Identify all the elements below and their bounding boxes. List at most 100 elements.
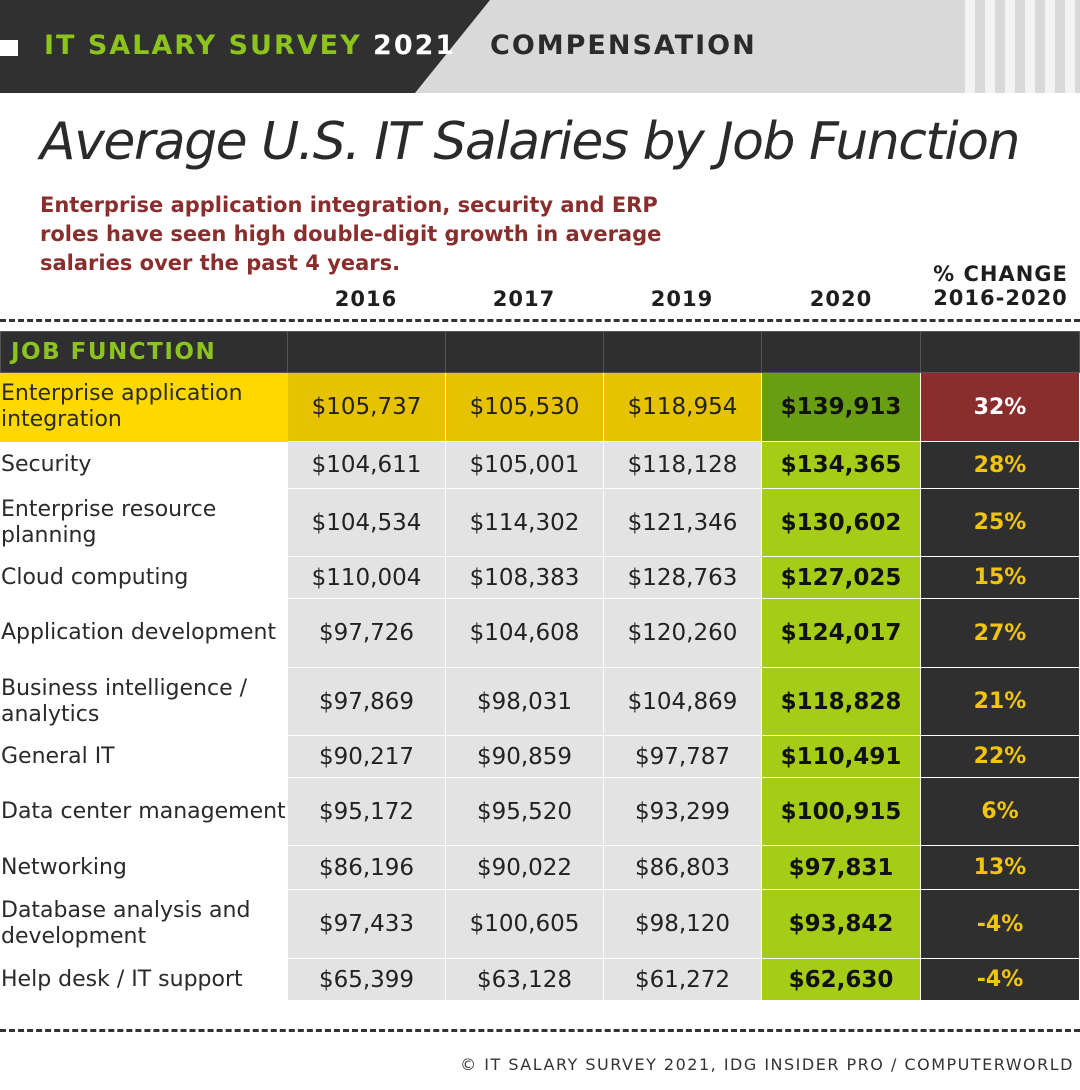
banner-stripe <box>1045 0 1055 93</box>
pct-change-cell: 22% <box>920 735 1080 778</box>
banner-stripe <box>1025 0 1035 93</box>
job-function-label: Application development <box>0 598 288 668</box>
job-function-header: JOB FUNCTION <box>0 331 288 373</box>
salary-2019-cell: $120,260 <box>603 598 762 668</box>
salary-2017-cell: $105,530 <box>445 372 604 442</box>
salary-2019-cell: $104,869 <box>603 667 762 736</box>
pct-change-cell: 13% <box>920 845 1080 890</box>
salary-2016-cell: $65,399 <box>287 958 446 1001</box>
survey-label: IT SALARY SURVEY 2021 <box>44 30 456 61</box>
job-function-label: General IT <box>0 735 288 778</box>
job-function-label: Database analysis and development <box>0 889 288 959</box>
salary-2017-cell: $63,128 <box>445 958 604 1001</box>
header-cell <box>603 331 762 373</box>
pct-change-cell: 27% <box>920 598 1080 668</box>
salary-2017-cell: $108,383 <box>445 556 604 599</box>
column-header-2019: 2019 <box>650 287 714 311</box>
column-header-2020: 2020 <box>809 287 873 311</box>
job-function-label: Help desk / IT support <box>0 958 288 1001</box>
salary-2019-cell: $121,346 <box>603 488 762 557</box>
salary-2017-cell: $90,022 <box>445 845 604 890</box>
header-cell <box>761 331 921 373</box>
job-function-label: Data center management <box>0 777 288 846</box>
table-row: Enterprise resource planning $104,534 $114… <box>0 488 1080 557</box>
banner-stripe <box>1065 0 1075 93</box>
table-row: Application development $97,726 $104,608 $1… <box>0 598 1080 668</box>
section-label: COMPENSATION <box>490 30 757 61</box>
credit-footer: © IT SALARY SURVEY 2021, IDG INSIDER PRO… <box>460 1055 1074 1074</box>
salary-2020-cell: $110,491 <box>761 735 921 778</box>
table-row: Help desk / IT support $65,399 $63,128 $61,… <box>0 958 1080 1001</box>
salary-2020-cell: $97,831 <box>761 845 921 890</box>
job-function-label: Business intelligence / analytics <box>0 667 288 736</box>
table-row: Enterprise application integration $105,7… <box>0 372 1080 442</box>
salary-table: JOB FUNCTION Enterprise application inte… <box>0 331 1080 1001</box>
salary-2016-cell: $110,004 <box>287 556 446 599</box>
salary-2020-cell: $62,630 <box>761 958 921 1001</box>
salary-2020-cell: $118,828 <box>761 667 921 736</box>
header-cell <box>445 331 604 373</box>
banner-stripe <box>965 0 975 93</box>
column-header-2017: 2017 <box>492 287 556 311</box>
top-divider <box>0 319 1080 322</box>
job-function-label: Security <box>0 441 288 489</box>
salary-2017-cell: $98,031 <box>445 667 604 736</box>
salary-2020-cell: $130,602 <box>761 488 921 557</box>
header-banner: IT SALARY SURVEY 2021 COMPENSATION <box>0 0 1080 93</box>
chart-subtitle: Enterprise application integration, secu… <box>40 193 662 275</box>
salary-2016-cell: $97,726 <box>287 598 446 668</box>
salary-2016-cell: $90,217 <box>287 735 446 778</box>
salary-2019-cell: $93,299 <box>603 777 762 846</box>
pct-change-cell: 32% <box>920 372 1080 442</box>
banner-dark-panel <box>0 0 490 93</box>
pct-change-cell: -4% <box>920 889 1080 959</box>
salary-2016-cell: $86,196 <box>287 845 446 890</box>
bottom-divider <box>0 1029 1080 1032</box>
salary-2016-cell: $104,611 <box>287 441 446 489</box>
pct-change-cell: -4% <box>920 958 1080 1001</box>
job-function-label: Enterprise application integration <box>0 372 288 442</box>
salary-2017-cell: $105,001 <box>445 441 604 489</box>
survey-year: 2021 <box>373 30 457 61</box>
salary-2019-cell: $128,763 <box>603 556 762 599</box>
salary-2019-cell: $118,954 <box>603 372 762 442</box>
salary-2020-cell: $100,915 <box>761 777 921 846</box>
salary-2020-cell: $124,017 <box>761 598 921 668</box>
salary-2020-cell: $139,913 <box>761 372 921 442</box>
column-header-pct-change: % CHANGE 2016-2020 <box>933 262 1068 310</box>
header-cell <box>920 331 1080 373</box>
salary-2017-cell: $104,608 <box>445 598 604 668</box>
table-header-row: JOB FUNCTION <box>0 331 1080 373</box>
pct-change-cell: 15% <box>920 556 1080 599</box>
salary-2020-cell: $127,025 <box>761 556 921 599</box>
table-row: Business intelligence / analytics $97,869… <box>0 667 1080 736</box>
salary-2016-cell: $97,869 <box>287 667 446 736</box>
job-function-label: Cloud computing <box>0 556 288 599</box>
salary-2016-cell: $95,172 <box>287 777 446 846</box>
banner-stripe <box>985 0 995 93</box>
salary-2019-cell: $98,120 <box>603 889 762 959</box>
salary-2017-cell: $95,520 <box>445 777 604 846</box>
salary-2019-cell: $86,803 <box>603 845 762 890</box>
salary-2020-cell: $93,842 <box>761 889 921 959</box>
salary-2016-cell: $104,534 <box>287 488 446 557</box>
pct-change-cell: 25% <box>920 488 1080 557</box>
salary-2017-cell: $90,859 <box>445 735 604 778</box>
banner-bullet-icon <box>0 40 18 56</box>
column-header-2016: 2016 <box>334 287 398 311</box>
table-row: Database analysis and development $97,433… <box>0 889 1080 959</box>
table-row: Security $104,611 $105,001 $118,128 $134,365… <box>0 441 1080 489</box>
job-function-label: Networking <box>0 845 288 890</box>
chart-title: Average U.S. IT Salaries by Job Function <box>40 112 1020 172</box>
header-cell <box>287 331 446 373</box>
survey-name: IT SALARY SURVEY <box>44 30 362 61</box>
job-function-label: Enterprise resource planning <box>0 488 288 557</box>
salary-2020-cell: $134,365 <box>761 441 921 489</box>
salary-2019-cell: $118,128 <box>603 441 762 489</box>
table-row: Data center management $95,172 $95,520 $93,… <box>0 777 1080 846</box>
salary-2016-cell: $97,433 <box>287 889 446 959</box>
pct-change-cell: 6% <box>920 777 1080 846</box>
salary-2017-cell: $100,605 <box>445 889 604 959</box>
salary-2017-cell: $114,302 <box>445 488 604 557</box>
